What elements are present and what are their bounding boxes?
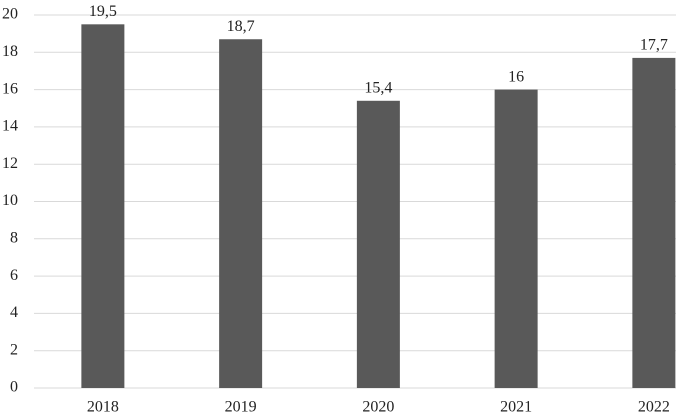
y-tick-label: 18	[2, 43, 18, 60]
y-tick-label: 2	[10, 341, 18, 358]
x-tick-label: 2021	[500, 399, 532, 416]
x-tick-label: 2018	[87, 399, 119, 416]
value-label: 18,7	[227, 18, 255, 35]
bar	[356, 100, 400, 388]
bar	[81, 24, 125, 388]
value-label: 16	[508, 68, 524, 85]
x-tick-label: 2022	[638, 399, 670, 416]
y-tick-label: 8	[10, 229, 18, 246]
y-tick-label: 6	[10, 267, 18, 284]
x-tick-label: 2019	[225, 399, 257, 416]
y-tick-label: 14	[2, 118, 18, 135]
value-label: 19,5	[89, 3, 117, 20]
bar	[219, 39, 263, 389]
x-tick-label: 2020	[362, 399, 394, 416]
y-tick-label: 10	[2, 192, 18, 209]
bar	[632, 57, 676, 389]
bar	[494, 89, 538, 388]
y-tick-label: 4	[10, 304, 18, 321]
value-label: 17,7	[640, 37, 668, 54]
y-tick-label: 12	[2, 155, 18, 172]
y-tick-label: 16	[2, 80, 18, 97]
y-tick-label: 0	[10, 379, 18, 396]
value-label: 15,4	[364, 79, 392, 96]
y-tick-label: 20	[2, 6, 18, 23]
